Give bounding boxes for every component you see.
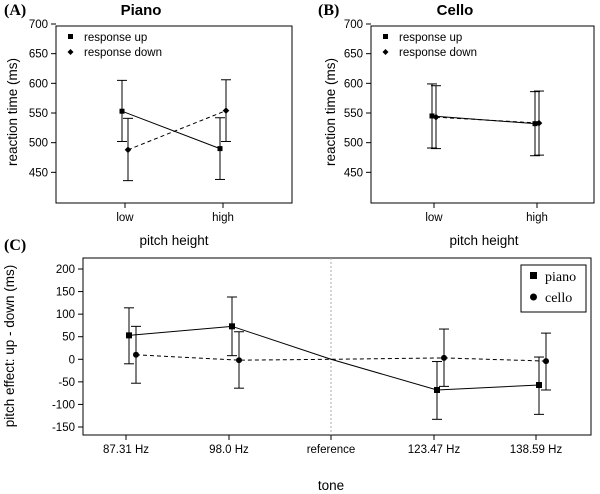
panel-c: (C) pitch effect: up - down (ms) tone -1… bbox=[2, 237, 592, 493]
y-tick-label: 600 bbox=[344, 78, 363, 90]
panel-a-title: Piano bbox=[121, 2, 162, 19]
y-tick-label: 150 bbox=[56, 287, 75, 299]
x-tick-label: low bbox=[116, 212, 134, 224]
panel-b-plot-frame bbox=[370, 25, 595, 204]
data-point bbox=[434, 386, 440, 393]
panel-a-x-axis-label: pitch height bbox=[139, 233, 208, 248]
panel-c-legend-piano: piano bbox=[545, 270, 576, 285]
panel-c-y-axis-label: pitch effect: up - down (ms) bbox=[2, 265, 17, 428]
data-point bbox=[432, 113, 440, 121]
data-point bbox=[429, 113, 435, 119]
panel-b-legend: response up response down bbox=[382, 32, 477, 59]
y-tick-label: -100 bbox=[52, 399, 75, 411]
y-tick-label: 700 bbox=[344, 19, 363, 31]
y-tick-label: -50 bbox=[58, 377, 75, 389]
panel-a-legend-square-marker bbox=[68, 34, 73, 39]
data-point bbox=[535, 119, 543, 127]
series-line bbox=[435, 116, 540, 124]
panel-b-x-ticks: low high bbox=[425, 203, 548, 224]
y-tick-label: 600 bbox=[29, 78, 48, 90]
panel-a-plot-frame bbox=[55, 25, 293, 204]
panel-a-legend-response-down: response down bbox=[84, 47, 162, 59]
data-point bbox=[217, 146, 223, 152]
series-response-down bbox=[123, 79, 231, 182]
y-tick-label: 450 bbox=[344, 167, 363, 179]
y-tick-label: 200 bbox=[56, 264, 75, 276]
y-tick-label: 550 bbox=[344, 108, 363, 120]
panel-b-y-axis-label: reaction time (ms) bbox=[323, 58, 338, 166]
data-point bbox=[532, 121, 538, 127]
panel-c-legend-cello: cello bbox=[545, 291, 572, 306]
panel-a-marks bbox=[117, 79, 231, 182]
series-line bbox=[127, 110, 227, 151]
x-tick-label: high bbox=[212, 212, 234, 224]
panel-b-legend-square-marker bbox=[383, 34, 388, 39]
series-piano bbox=[124, 296, 544, 420]
data-point bbox=[133, 351, 139, 358]
y-tick-label: 450 bbox=[29, 167, 48, 179]
x-tick-label: reference bbox=[307, 444, 356, 456]
data-point bbox=[229, 323, 235, 330]
data-point bbox=[536, 382, 542, 389]
panel-b-y-ticks: 450 500 550 600 650 700 bbox=[344, 19, 371, 179]
x-tick-label: 87.31 Hz bbox=[103, 444, 149, 456]
y-tick-label: 100 bbox=[56, 309, 75, 321]
panel-c-x-axis-label: tone bbox=[318, 478, 344, 493]
data-point bbox=[441, 354, 447, 361]
series-line bbox=[128, 325, 540, 391]
x-tick-label: 138.59 Hz bbox=[510, 444, 563, 456]
y-tick-label: -150 bbox=[52, 422, 75, 434]
panel-b-x-axis-label: pitch height bbox=[449, 233, 518, 248]
panel-b: (B) Cello reaction time (ms) pitch heigh… bbox=[318, 2, 595, 248]
panel-a-y-axis-label: reaction time (ms) bbox=[5, 58, 20, 166]
panel-c-legend-square-marker bbox=[530, 272, 537, 279]
series-line bbox=[135, 354, 547, 362]
panel-a-legend-response-up: response up bbox=[84, 32, 147, 44]
series-line bbox=[431, 115, 536, 125]
panel-a-x-ticks: low high bbox=[116, 203, 234, 224]
series-response-down bbox=[431, 85, 544, 156]
panel-c-marks bbox=[124, 296, 551, 420]
panel-b-legend-response-up: response up bbox=[399, 32, 462, 44]
y-tick-label: 500 bbox=[344, 138, 363, 150]
panel-b-legend-diamond-marker bbox=[382, 49, 389, 55]
panel-c-plot-frame bbox=[82, 257, 592, 436]
series-cello bbox=[131, 325, 551, 391]
y-tick-label: 550 bbox=[29, 108, 48, 120]
panel-c-legend: piano cello bbox=[520, 264, 587, 313]
data-point bbox=[124, 146, 132, 154]
series-response-up bbox=[117, 79, 225, 180]
y-tick-label: 0 bbox=[69, 354, 75, 366]
data-point bbox=[543, 358, 549, 365]
panel-b-legend-response-down: response down bbox=[399, 47, 477, 59]
data-point bbox=[222, 107, 230, 114]
x-tick-label: 123.47 Hz bbox=[408, 444, 461, 456]
series-response-up bbox=[427, 83, 540, 157]
data-point bbox=[119, 108, 125, 114]
y-tick-label: 650 bbox=[29, 49, 48, 61]
data-point bbox=[126, 332, 132, 339]
panel-c-x-ticks: 87.31 Hz 98.0 Hz reference 123.47 Hz 138.59 … bbox=[103, 435, 562, 456]
panel-a-y-ticks: 450 500 550 600 650 700 bbox=[29, 19, 56, 179]
data-point bbox=[236, 357, 242, 364]
panel-b-letter: (B) bbox=[318, 2, 339, 19]
y-tick-label: 700 bbox=[29, 19, 48, 31]
panel-a-legend-diamond-marker bbox=[67, 49, 74, 55]
panel-b-marks bbox=[427, 83, 544, 157]
x-tick-label: high bbox=[526, 212, 548, 224]
x-tick-label: 98.0 Hz bbox=[209, 444, 249, 456]
panel-a: (A) Piano reaction time (ms) pitch heigh… bbox=[4, 2, 293, 248]
y-tick-label: 50 bbox=[62, 332, 75, 344]
panel-a-letter: (A) bbox=[4, 2, 26, 19]
panel-c-letter: (C) bbox=[4, 237, 26, 254]
x-tick-label: low bbox=[425, 212, 443, 224]
panel-b-title: Cello bbox=[437, 2, 474, 19]
series-line bbox=[121, 110, 221, 150]
panel-c-legend-circle-marker bbox=[530, 293, 537, 301]
y-tick-label: 650 bbox=[344, 49, 363, 61]
panel-a-legend: response up response down bbox=[67, 32, 162, 59]
y-tick-label: 500 bbox=[29, 138, 48, 150]
panel-c-y-ticks: -150 -100 -50 0 50 100 150 200 bbox=[52, 264, 83, 434]
